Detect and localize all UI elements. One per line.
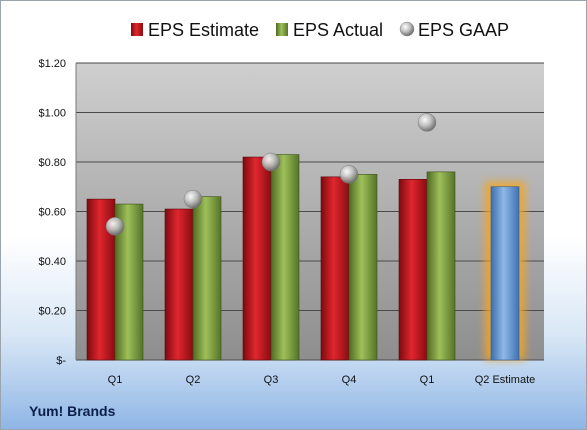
x-tick-label: Q3 <box>264 374 279 386</box>
eps-gaap-point <box>339 165 359 184</box>
bar-eps-estimate <box>164 208 194 361</box>
eps-gaap-point <box>105 217 125 236</box>
bar-eps-actual <box>426 171 456 361</box>
legend-label: EPS Estimate <box>148 20 259 40</box>
bar-eps-actual <box>192 196 222 361</box>
y-tick-label: $0.60 <box>38 207 66 219</box>
x-tick-label: Q2 <box>186 374 201 386</box>
y-tick-label: $0.40 <box>38 256 66 268</box>
y-tick-label: $0.80 <box>38 157 66 169</box>
legend-swatch <box>399 21 415 37</box>
y-tick-label: $1.00 <box>38 108 66 120</box>
bar-eps-estimate <box>242 156 272 361</box>
bar-eps-estimate <box>320 176 350 361</box>
bar-q2-estimate <box>490 186 520 361</box>
eps-gaap-point <box>183 189 203 209</box>
eps-gaap-point <box>261 152 281 172</box>
eps-gaap-point <box>417 113 437 132</box>
bar-eps-actual <box>270 154 300 361</box>
legend-label: EPS Actual <box>293 20 383 40</box>
bar-eps-estimate <box>398 179 428 361</box>
y-tick-label: $1.20 <box>38 58 66 70</box>
x-tick-label: Q1 <box>108 374 123 386</box>
company-name: Yum! Brands <box>29 403 116 419</box>
legend-swatch <box>131 23 143 36</box>
x-tick-label: Q2 Estimate <box>475 374 536 386</box>
legend-swatch <box>276 23 288 36</box>
y-tick-label: $- <box>56 355 66 367</box>
bar-eps-actual <box>348 174 378 361</box>
plot-area: $- $0.20 $0.40 $0.60 $0.80 $1.00 $1.20 Q1 Q2 Q3 Q4… <box>38 58 544 386</box>
legend: EPS Estimate EPS Actual EPS GAAP <box>131 20 509 40</box>
y-tick-label: $0.20 <box>38 306 66 318</box>
x-tick-label: Q1 <box>420 374 435 386</box>
x-tick-label: Q4 <box>342 374 357 386</box>
legend-label: EPS GAAP <box>418 20 509 40</box>
